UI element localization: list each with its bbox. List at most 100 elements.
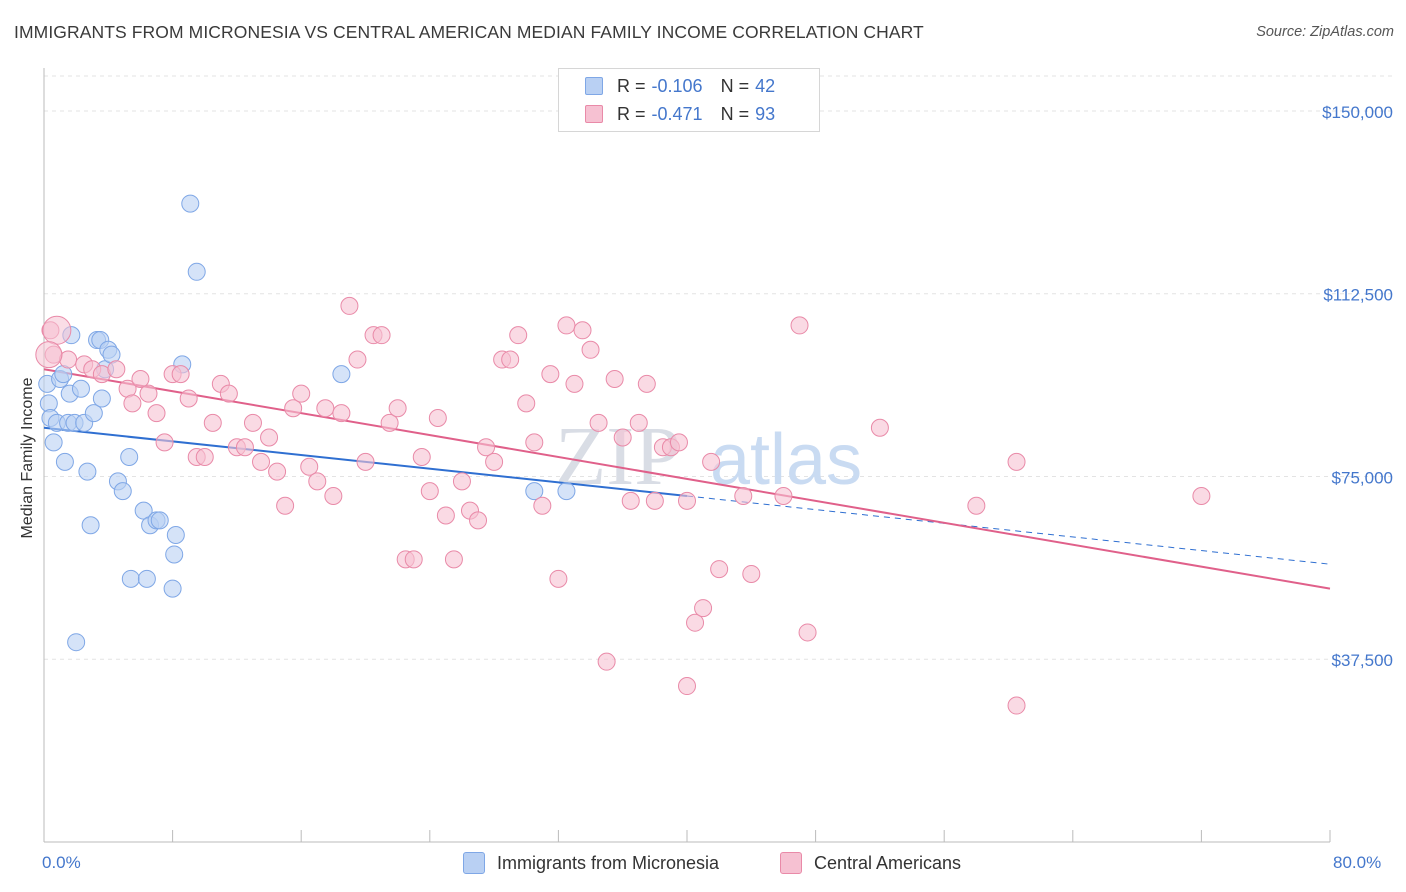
- point-micronesia: [44, 433, 63, 452]
- point-central-americans: [348, 350, 367, 369]
- chart-title: IMMIGRANTS FROM MICRONESIA VS CENTRAL AM…: [14, 22, 924, 42]
- point-central-americans: [243, 413, 262, 432]
- point-central-americans: [477, 438, 496, 457]
- y-tick-label: $37,500: [1332, 651, 1393, 670]
- legend-label-micronesia: Immigrants from Micronesia: [497, 852, 720, 873]
- y-tick-labels: $37,500 $75,000 $112,500 $150,000: [1322, 103, 1393, 670]
- point-central-americans: [678, 677, 696, 696]
- point-central-americans: [123, 394, 142, 413]
- x-tick-min: 0.0%: [42, 853, 81, 872]
- point-central-americans: [967, 496, 986, 515]
- point-central-americans: [452, 472, 471, 491]
- micronesia-swatch: [585, 77, 603, 95]
- watermark-zip: ZIP: [555, 410, 681, 503]
- point-central-americans: [171, 365, 190, 384]
- point-micronesia: [165, 545, 184, 564]
- point-central-americans: [637, 374, 656, 393]
- y-tick-label: $112,500: [1323, 286, 1393, 305]
- point-central-americans: [324, 486, 343, 505]
- point-central-americans: [412, 448, 431, 466]
- point-central-americans: [260, 428, 279, 447]
- point-central-americans: [774, 486, 793, 505]
- point-micronesia: [113, 482, 132, 501]
- point-central-americans: [798, 623, 817, 642]
- central-americans-r-label: R =: [617, 103, 646, 124]
- point-central-americans: [300, 457, 319, 476]
- point-central-americans: [790, 316, 809, 335]
- point-micronesia: [55, 452, 74, 471]
- point-central-americans: [131, 370, 150, 389]
- point-central-americans: [678, 491, 696, 510]
- point-central-americans: [372, 326, 391, 345]
- point-central-americans: [573, 321, 592, 340]
- point-central-americans: [581, 340, 600, 359]
- point-central-americans: [694, 599, 713, 618]
- point-micronesia: [81, 516, 100, 535]
- micronesia-n-value: 42: [755, 75, 776, 96]
- point-micronesia: [92, 389, 111, 408]
- legend-item-micronesia[interactable]: Immigrants from Micronesia: [463, 852, 719, 874]
- point-central-americans: [147, 404, 166, 423]
- point-central-americans: [107, 360, 126, 379]
- point-central-americans: [734, 486, 753, 505]
- point-central-americans: [444, 550, 463, 569]
- point-central-americans: [702, 452, 721, 471]
- point-central-americans: [525, 433, 544, 452]
- point-central-americans: [195, 448, 214, 466]
- point-central-americans: [420, 482, 439, 501]
- point-micronesia: [137, 569, 156, 588]
- axes: [43, 68, 1331, 843]
- point-micronesia: [150, 511, 169, 530]
- point-central-americans: [155, 433, 174, 452]
- point-micronesia: [163, 579, 182, 598]
- point-central-americans: [557, 316, 576, 335]
- point-central-americans: [686, 613, 705, 632]
- point-micronesia: [181, 194, 200, 213]
- point-micronesia: [121, 569, 140, 588]
- point-micronesia: [71, 379, 90, 398]
- micronesia-n-label: N =: [720, 75, 750, 96]
- central-americans-n-label: N =: [720, 103, 750, 124]
- point-central-americans: [742, 564, 761, 583]
- point-central-americans: [469, 511, 488, 530]
- point-central-americans: [139, 384, 158, 403]
- point-central-americans: [268, 462, 287, 481]
- point-central-americans: [533, 496, 552, 515]
- micronesia-r-label: R =: [617, 75, 646, 96]
- central-americans-n-value: 93: [755, 103, 776, 124]
- point-central-americans: [589, 413, 608, 432]
- point-central-americans: [388, 399, 407, 418]
- point-micronesia: [332, 365, 351, 384]
- source-label: Source: ZipAtlas.com: [1256, 24, 1394, 40]
- point-central-americans: [565, 374, 584, 393]
- stats-row-central-americans: R = -0.471 N = 93: [585, 102, 775, 126]
- point-central-americans: [316, 399, 335, 418]
- point-central-americans: [308, 472, 327, 491]
- central-americans-r-value: -0.471: [651, 103, 703, 124]
- point-central-americans: [356, 452, 375, 471]
- point-micronesia: [525, 482, 544, 501]
- point-central-americans: [276, 496, 295, 515]
- central-americans-swatch: [585, 105, 603, 123]
- point-central-americans: [645, 491, 664, 510]
- stats-row-micronesia: R = -0.106 N = 42: [585, 74, 775, 98]
- legend-item-central-americans[interactable]: Central Americans: [780, 852, 961, 874]
- point-central-americans: [597, 652, 616, 671]
- point-central-americans: [541, 365, 560, 384]
- point-central-americans: [436, 506, 455, 525]
- point-micronesia: [187, 262, 206, 281]
- point-central-americans: [42, 315, 72, 345]
- point-central-americans: [292, 384, 311, 403]
- point-central-americans: [1192, 486, 1211, 505]
- point-central-americans: [710, 560, 729, 579]
- trend-line-micronesia-extension: [686, 495, 1331, 565]
- point-central-americans: [404, 550, 423, 569]
- point-central-americans: [613, 428, 632, 447]
- watermark: ZIP atlas: [555, 410, 862, 503]
- point-central-americans: [35, 341, 63, 369]
- point-micronesia: [557, 482, 576, 501]
- trend-line-central-americans: [43, 368, 1331, 590]
- point-central-americans: [485, 452, 504, 471]
- micronesia-r-value: -0.106: [651, 75, 703, 96]
- point-central-americans: [1007, 452, 1026, 471]
